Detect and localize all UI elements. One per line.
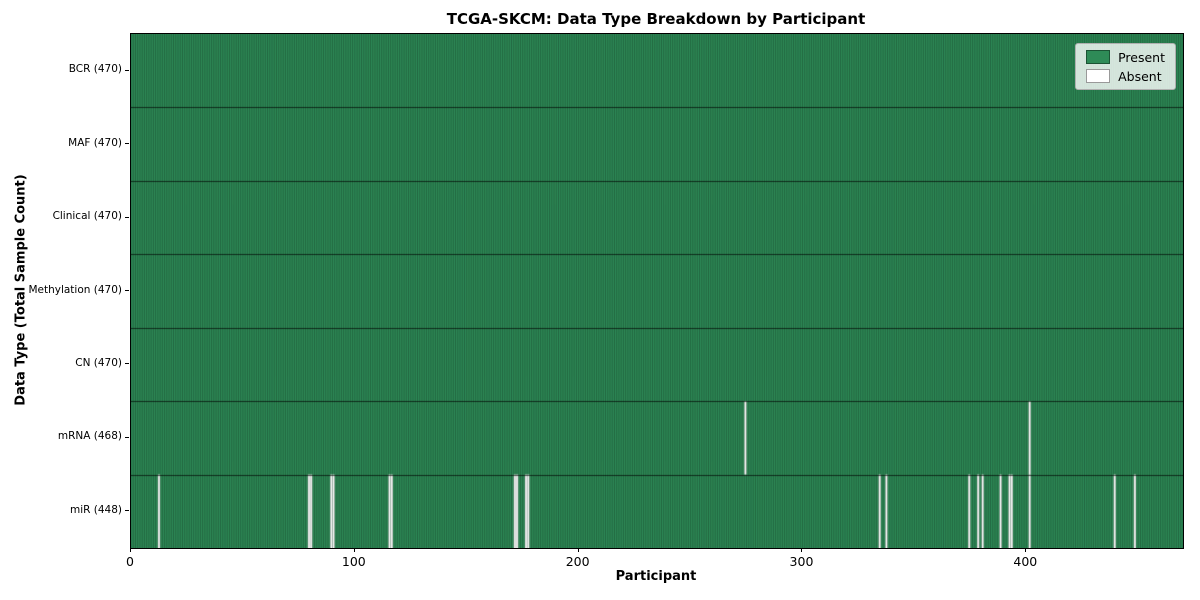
y-tick-mark <box>125 217 129 218</box>
legend-label-absent: Absent <box>1118 68 1162 84</box>
x-axis-label: Participant <box>615 569 697 584</box>
legend: Present Absent <box>1075 43 1176 90</box>
legend-entry-present: Present <box>1086 50 1165 64</box>
x-tick-label: 0 <box>126 554 134 569</box>
x-tick-mark <box>1025 548 1026 552</box>
x-tick-mark <box>354 548 355 552</box>
y-tick-mark <box>125 70 129 71</box>
y-tick-mark <box>125 437 129 438</box>
heatmap-canvas <box>131 34 1183 548</box>
y-tick-mark <box>125 510 129 511</box>
legend-swatch-absent-icon <box>1086 69 1111 83</box>
plot-area: Present Absent <box>130 33 1184 549</box>
y-tick-label: MAF (470) <box>68 136 122 149</box>
y-tick-mark <box>125 143 129 144</box>
x-tick-mark <box>801 548 802 552</box>
y-tick-label: CN (470) <box>75 356 122 369</box>
legend-entry-absent: Absent <box>1086 69 1165 83</box>
chart-title: TCGA-SKCM: Data Type Breakdown by Partic… <box>446 10 866 28</box>
x-tick-label: 100 <box>341 554 366 569</box>
y-tick-label: mRNA (468) <box>57 430 122 443</box>
y-tick-label: BCR (470) <box>68 63 122 76</box>
legend-swatch-present-icon <box>1086 50 1111 64</box>
x-tick-mark <box>578 548 579 552</box>
y-tick-label: Methylation (470) <box>28 283 122 296</box>
x-tick-label: 400 <box>1013 554 1038 569</box>
legend-label-present: Present <box>1118 49 1165 65</box>
y-tick-label: miR (448) <box>69 503 122 516</box>
y-tick-mark <box>125 290 129 291</box>
y-tick-mark <box>125 363 129 364</box>
x-tick-label: 200 <box>565 554 590 569</box>
x-tick-label: 300 <box>789 554 814 569</box>
y-tick-label: Clinical (470) <box>52 210 122 223</box>
x-tick-mark <box>130 548 131 552</box>
